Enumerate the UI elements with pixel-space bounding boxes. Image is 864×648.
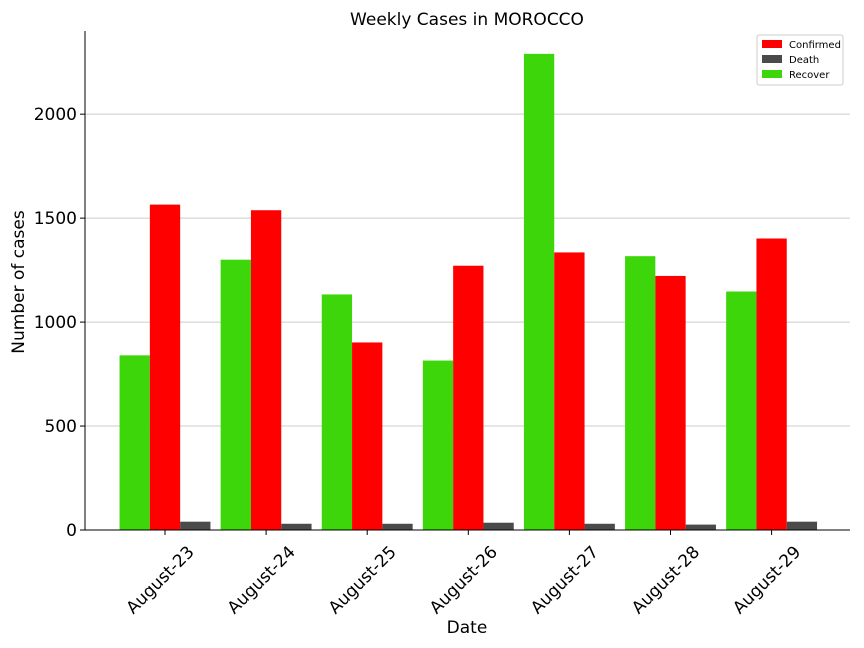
bar-confirmed-august-23 bbox=[149, 204, 181, 530]
bar-recover-august-29 bbox=[726, 291, 757, 530]
x-tick-label: August-29 bbox=[729, 542, 805, 618]
bar-recover-august-26 bbox=[422, 360, 454, 530]
bars bbox=[119, 53, 818, 530]
x-tick-label: August-28 bbox=[628, 542, 704, 618]
y-tick-label: 500 bbox=[45, 417, 77, 437]
bar-death-august-24 bbox=[281, 523, 312, 530]
bar-death-august-26 bbox=[483, 522, 514, 530]
bar-recover-august-24 bbox=[220, 259, 251, 530]
chart-title: Weekly Cases in MOROCCO bbox=[350, 10, 584, 30]
bar-death-august-25 bbox=[382, 523, 413, 530]
x-tick-label: August-23 bbox=[123, 542, 199, 618]
bar-death-august-29 bbox=[786, 521, 818, 530]
bar-recover-august-23 bbox=[119, 355, 150, 530]
legend-label-recover: Recover bbox=[789, 70, 830, 81]
bar-confirmed-august-25 bbox=[352, 342, 383, 530]
x-tick-label: August-24 bbox=[224, 542, 300, 618]
x-tick-label: August-26 bbox=[426, 542, 502, 618]
bar-death-august-27 bbox=[584, 523, 615, 530]
y-tick-label: 1500 bbox=[34, 209, 77, 229]
bar-recover-august-25 bbox=[321, 294, 353, 530]
x-tick-label: August-27 bbox=[527, 542, 603, 618]
x-tick-label: August-25 bbox=[325, 542, 401, 618]
y-tick-label: 2000 bbox=[34, 105, 77, 125]
y-tick-label: 0 bbox=[66, 521, 77, 541]
y-ticks: 0 500 1000 1500 2000 bbox=[34, 105, 85, 541]
legend-label-death: Death bbox=[789, 55, 819, 66]
legend-swatch-confirmed bbox=[762, 40, 782, 48]
bar-confirmed-august-27 bbox=[554, 252, 585, 530]
bar-confirmed-august-29 bbox=[756, 238, 787, 530]
legend-label-confirmed: Confirmed bbox=[789, 40, 841, 51]
bar-confirmed-august-24 bbox=[250, 210, 282, 530]
legend-swatch-recover bbox=[762, 70, 782, 78]
y-tick-label: 1000 bbox=[34, 313, 77, 333]
y-axis-label: Number of cases bbox=[9, 210, 29, 354]
bar-recover-august-27 bbox=[523, 53, 555, 530]
bar-recover-august-28 bbox=[625, 256, 656, 530]
x-axis-label: Date bbox=[447, 618, 488, 638]
legend-swatch-death bbox=[762, 55, 782, 63]
bar-death-august-28 bbox=[685, 524, 716, 530]
bar-confirmed-august-28 bbox=[655, 275, 686, 530]
bar-confirmed-august-26 bbox=[453, 265, 484, 530]
legend: Confirmed Death Recover bbox=[756, 34, 844, 86]
x-ticks: August-23 August-24 August-25 August-26 Augu… bbox=[123, 530, 805, 618]
bar-death-august-23 bbox=[180, 521, 211, 530]
